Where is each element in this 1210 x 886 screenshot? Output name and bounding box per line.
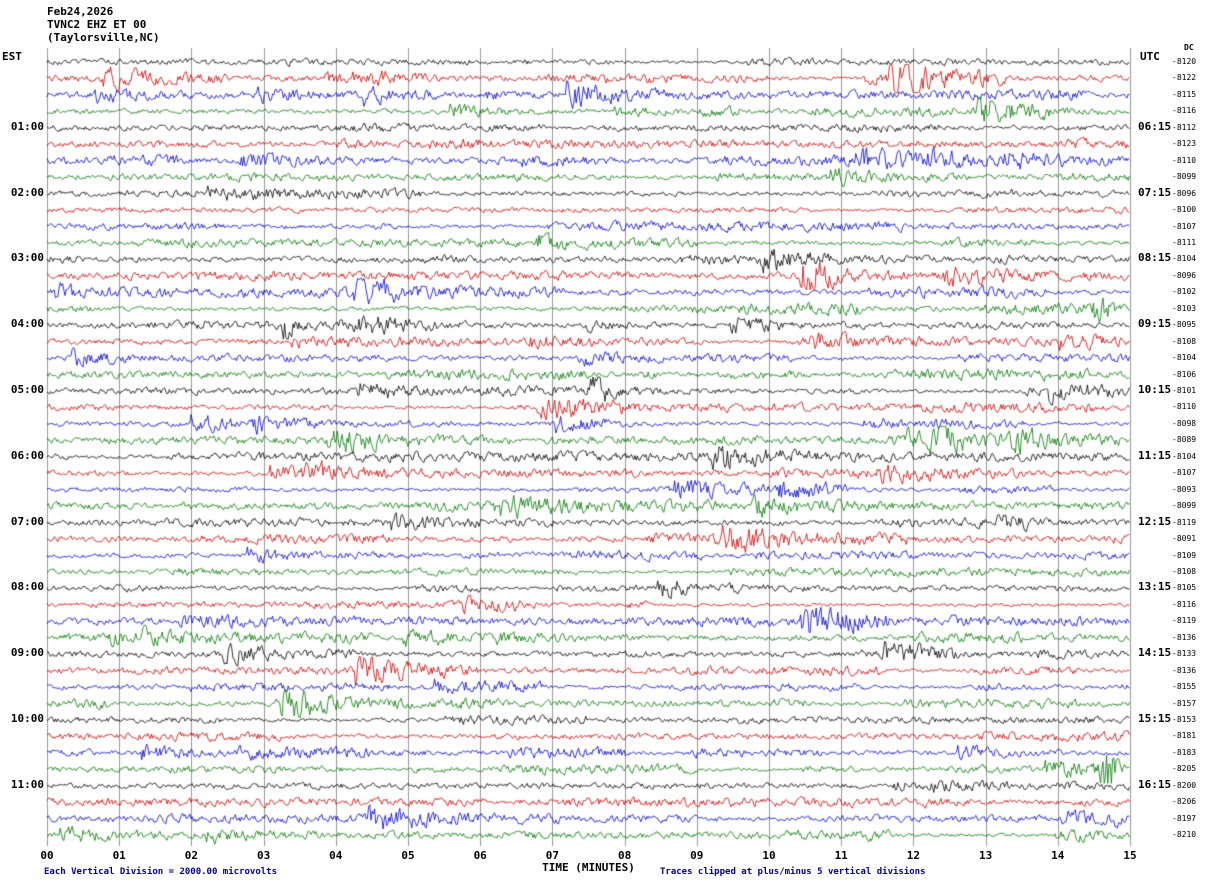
dc-offset-value: -8095 <box>1172 320 1197 330</box>
utc-time-label: 15:15 <box>1138 712 1172 725</box>
x-tick-label: 08 <box>617 849 632 862</box>
dc-offset-value: -8210 <box>1172 830 1197 840</box>
dc-offset-value: -8100 <box>1172 205 1197 215</box>
est-time-label: 10:00 <box>10 712 44 725</box>
dc-offset-value: -8110 <box>1172 402 1197 412</box>
utc-time-label: 07:15 <box>1138 185 1172 199</box>
est-time-label: 02:00 <box>10 185 44 199</box>
dc-offset-value: -8102 <box>1172 287 1197 297</box>
x-tick-label: 11 <box>834 849 848 862</box>
dc-offset-value: -8112 <box>1172 122 1197 132</box>
left-axis-label: EST <box>2 50 22 63</box>
dc-offset-value: -8108 <box>1172 336 1197 346</box>
utc-time-label: 16:15 <box>1138 777 1172 791</box>
dc-offset-value: -8099 <box>1172 172 1197 182</box>
dc-offset-value: -8115 <box>1172 89 1197 99</box>
dc-offset-value: -8183 <box>1172 747 1197 757</box>
utc-time-label: 10:15 <box>1138 383 1172 396</box>
dc-offset-value: -8136 <box>1172 632 1197 642</box>
dc-offset-value: -8206 <box>1172 797 1197 807</box>
scale-note: Each Vertical Division = 2000.00 microvo… <box>44 867 277 877</box>
right-axis-dc-label: DC <box>1184 43 1194 52</box>
x-tick-label: 09 <box>690 849 704 862</box>
clip-note: Traces clipped at plus/minus 5 vertical … <box>660 867 926 877</box>
dc-offset-value: -8181 <box>1172 731 1197 741</box>
dc-offset-value: -8205 <box>1172 764 1197 774</box>
dc-offset-value: -8096 <box>1172 270 1197 280</box>
dc-offset-value: -8197 <box>1172 813 1197 823</box>
dc-offset-value: -8104 <box>1172 254 1197 264</box>
est-time-label: 04:00 <box>10 317 44 331</box>
dc-offset-value: -8105 <box>1172 583 1197 593</box>
dc-offset-value: -8119 <box>1172 616 1197 626</box>
x-tick-label: 10 <box>762 849 776 862</box>
est-time-label: 11:00 <box>10 777 44 791</box>
utc-time-label: 13:15 <box>1138 580 1172 594</box>
dc-offset-value: -8099 <box>1172 501 1197 511</box>
header-station: TVNC2 EHZ ET 00 <box>47 18 147 31</box>
dc-offset-value: -8200 <box>1172 780 1197 790</box>
x-tick-label: 07 <box>545 849 560 862</box>
est-time-label: 09:00 <box>10 646 44 660</box>
est-time-label: 08:00 <box>10 580 44 594</box>
x-tick-label: 03 <box>256 849 271 862</box>
dc-offset-value: -8106 <box>1172 369 1197 379</box>
dc-offset-value: -8091 <box>1172 534 1197 544</box>
dc-offset-value: -8108 <box>1172 566 1197 576</box>
utc-time-label: 14:15 <box>1138 646 1172 660</box>
dc-offset-value: -8104 <box>1172 353 1197 363</box>
utc-time-label: 12:15 <box>1138 514 1172 528</box>
dc-offset-value: -8093 <box>1172 484 1197 494</box>
dc-offset-value: -8116 <box>1172 599 1197 609</box>
utc-time-label: 09:15 <box>1138 317 1172 331</box>
dc-offset-value: -8116 <box>1172 106 1197 116</box>
dc-offset-value: -8104 <box>1172 451 1197 461</box>
est-time-label: 05:00 <box>10 383 44 396</box>
x-tick-label: 04 <box>329 849 343 862</box>
dc-offset-value: -8157 <box>1172 698 1197 708</box>
dc-offset-value: -8133 <box>1172 649 1197 659</box>
x-tick-label: 12 <box>906 849 921 862</box>
dc-offset-value: -8109 <box>1172 550 1197 560</box>
est-time-label: 03:00 <box>10 251 44 265</box>
dc-offset-value: -8101 <box>1172 386 1197 395</box>
est-time-label: 07:00 <box>10 514 44 528</box>
dc-offset-value: -8153 <box>1172 715 1197 724</box>
est-time-label: 06:00 <box>10 448 44 462</box>
dc-offset-value: -8098 <box>1172 418 1197 428</box>
x-tick-label: 02 <box>184 849 199 862</box>
dc-offset-value: -8107 <box>1172 221 1197 231</box>
dc-offset-value: -8096 <box>1172 188 1197 198</box>
dc-offset-value: -8110 <box>1172 155 1197 165</box>
utc-time-label: 06:15 <box>1138 119 1172 133</box>
dc-offset-value: -8155 <box>1172 682 1197 692</box>
right-axis-label: UTC <box>1140 50 1160 63</box>
dc-offset-value: -8103 <box>1172 303 1197 313</box>
x-tick-label: 00 <box>40 849 54 862</box>
x-tick-label: 14 <box>1051 849 1065 862</box>
dc-offset-value: -8136 <box>1172 665 1197 675</box>
x-tick-label: 13 <box>978 849 993 862</box>
dc-offset-value: -8120 <box>1172 57 1197 66</box>
utc-time-label: 11:15 <box>1138 448 1172 462</box>
dc-offset-value: -8122 <box>1172 73 1197 83</box>
dc-offset-value: -8111 <box>1172 237 1197 247</box>
x-axis-title: TIME (MINUTES) <box>542 861 635 874</box>
dc-offset-value: -8107 <box>1172 468 1197 478</box>
x-tick-label: 05 <box>401 849 415 862</box>
est-time-label: 01:00 <box>10 119 44 133</box>
x-tick-label: 01 <box>112 849 126 862</box>
dc-offset-value: -8119 <box>1172 517 1197 527</box>
dc-offset-value: -8123 <box>1172 139 1197 149</box>
header: Feb24,2026 TVNC2 EHZ ET 00 (Taylorsville… <box>47 5 160 44</box>
x-tick-label: 06 <box>473 849 487 862</box>
utc-time-label: 08:15 <box>1138 251 1172 265</box>
header-date: Feb24,2026 <box>47 5 114 18</box>
x-tick-label: 15 <box>1123 849 1137 862</box>
dc-offset-value: -8089 <box>1172 435 1197 445</box>
header-location: (Taylorsville,NC) <box>47 31 160 44</box>
